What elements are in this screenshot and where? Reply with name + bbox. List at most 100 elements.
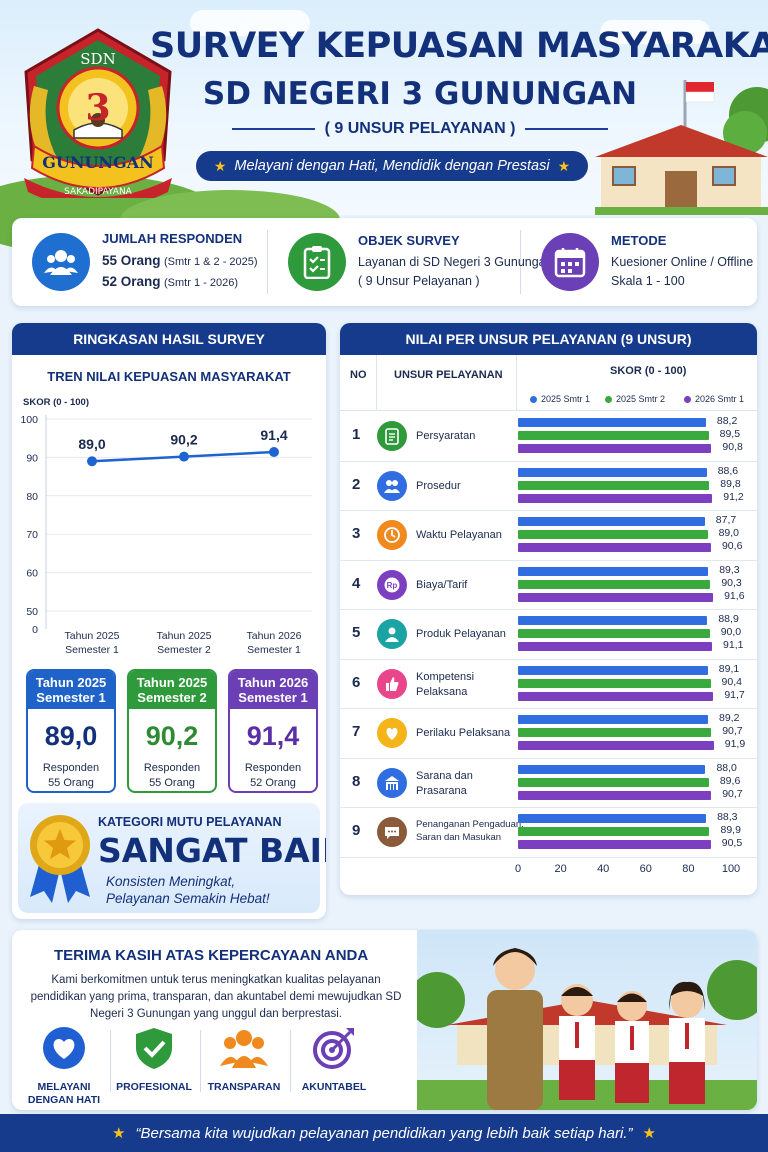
trend-point (179, 451, 189, 462)
bar-2025-smtr-2 (518, 678, 711, 688)
y-tick-label: 100 (20, 414, 38, 426)
bar-value-label: 89,0 (718, 527, 739, 539)
score-card-2026-s1: Tahun 2026 Semester 1 91,4 Responden 52 Or… (228, 669, 318, 793)
category-note: Pelayanan Semakin Hebat! (106, 891, 270, 906)
value-label: MELAYANI (37, 1081, 91, 1093)
table-row: 6 Kompetensi Pelaksana 89,1 90,4 91,7 (340, 660, 757, 709)
y-tick-label: 50 (26, 606, 38, 618)
clock-icon (377, 520, 407, 550)
users-icon (32, 233, 90, 291)
bar-2026-smtr-1 (518, 840, 711, 849)
bar-value-label: 91,9 (724, 738, 746, 750)
table-row: 1 Persyaratan 88,2 89,5 90,8 (340, 412, 757, 462)
trend-chart-title: TREN NILAI KEPUASAN MASYARAKAT (47, 369, 291, 384)
bar-value-label: 90,4 (721, 675, 742, 688)
bar-value-label: 88,3 (717, 811, 738, 823)
y-tick-label: 70 (26, 529, 38, 541)
bar-value-label: 88,9 (718, 613, 739, 625)
score-card-2025-s2: Tahun 2025 Semester 2 90,2 Responden 55 Or… (127, 669, 217, 793)
legend-swatch (605, 395, 612, 403)
bar-value-label: 89,3 (719, 563, 740, 576)
star-icon: ★ (557, 157, 571, 174)
bar-2026-smtr-1 (518, 592, 714, 602)
value-akuntabel: AKUNTABEL (288, 1026, 380, 1094)
unsur-name: Perilaku Pelaksana (416, 726, 510, 741)
bar-value-label: 89,8 (720, 477, 741, 490)
category-value: SANGAT BAIK (98, 831, 326, 870)
card-semester: Semester 1 (36, 690, 106, 705)
info-metode: METODE Kuesioner Online / Offline Skala … (521, 218, 757, 306)
bar-value-label: 88,6 (717, 464, 739, 477)
col-no: NO (350, 369, 367, 381)
bar-value-label: 91,1 (723, 639, 744, 651)
unsur-name: Penanganan Pengaduan, Saran dan Masukan (416, 818, 524, 844)
unsur-name-line: Saran dan Masukan (416, 832, 502, 843)
y-tick-label: 0 (32, 624, 38, 636)
value-label: DENGAN HATI (27, 1094, 101, 1106)
trend-line-chart: SKOR (0 - 100) 0 50 60 70 80 90 100 89,0 90,2 91,4… (20, 397, 312, 656)
row-number: 3 (352, 525, 361, 542)
bar-2025-smtr-1 (518, 715, 708, 724)
bar-value-label: 90,8 (722, 441, 743, 453)
card-period: Tahun 2026 (237, 675, 309, 690)
thank-you-paragraph: Kami berkomitmen untuk terus meningkatka… (30, 974, 402, 1020)
col-unsur: UNSUR PELAYANAN (394, 369, 503, 381)
table-header: NO UNSUR PELAYANAN SKOR (0 - 100) (340, 355, 757, 411)
card-semester: Semester 1 (238, 690, 308, 705)
unsur-name-line: Penanganan Pengaduan, (416, 819, 524, 830)
responden-2025-note: (Smtr 1 & 2 - 2025) (164, 256, 258, 268)
group-icon (220, 1030, 268, 1068)
bar-2025-smtr-2 (518, 728, 712, 737)
legend-swatch (530, 395, 537, 403)
info-heading: JUMLAH RESPONDEN (102, 231, 243, 246)
table-row: 8 Sarana dan Prasarana 88,0 89,6 90,7 (340, 759, 757, 808)
cloud-decoration (190, 10, 310, 36)
building-icon (377, 767, 407, 798)
bar-2025-smtr-2 (518, 827, 710, 836)
bar-2026-smtr-1 (518, 691, 714, 701)
card-period: Tahun 2025 (35, 675, 107, 690)
row-number: 4 (352, 574, 361, 592)
bar-2025-smtr-1 (518, 418, 706, 427)
x-tick-label: Tahun 2025 (157, 630, 212, 642)
score-card-2025-s1: Tahun 2025 Semester 1 89,0 Responden 55 Or… (26, 669, 116, 793)
table-row: 4 Rp Biaya/Tarif 89,3 90,3 91,6 (340, 561, 757, 610)
unsur-name-line: Waktu Pelayanan (416, 529, 502, 541)
bar-value-label: 91,6 (724, 589, 745, 602)
row-number: 1 (352, 426, 361, 443)
bar-value-label: 90,6 (721, 540, 743, 552)
value-label: AKUNTABEL (301, 1081, 367, 1093)
school-building-illustration (595, 80, 768, 215)
bar-2025-smtr-2 (518, 431, 709, 440)
bar-value-label: 87,7 (715, 514, 737, 526)
summary-panel-header: RINGKASAN HASIL SURVEY (12, 323, 326, 355)
unsur-name-line: Produk Pelayanan (416, 628, 506, 640)
clipboard-icon (377, 421, 407, 451)
bar-2025-smtr-2 (518, 777, 709, 787)
logo-text-top: SDN (80, 50, 115, 68)
card-score: 91,4 (246, 721, 300, 751)
table-row: 7 Perilaku Pelaksana 89,2 90,7 91,9 (340, 709, 757, 759)
card-score: 89,0 (44, 721, 98, 751)
category-note: Konsisten Meningkat, (106, 874, 236, 889)
legend-label: 2025 Smtr 1 (541, 394, 591, 404)
unsur-name: Biaya/Tarif (416, 578, 467, 593)
trend-point (269, 447, 279, 458)
trend-value-label: 89,0 (78, 436, 105, 452)
info-heading: METODE (611, 233, 667, 248)
summary-panel: RINGKASAN HASIL SURVEY TREN NILAI KEPUAS… (12, 323, 326, 919)
info-objek: OBJEK SURVEY Layanan di SD Negeri 3 Gunu… (268, 218, 553, 306)
bar-value-label: 90,3 (721, 576, 742, 589)
info-responden: JUMLAH RESPONDEN 55 Orang (Smtr 1 & 2 - … (12, 218, 267, 306)
bar-value-label: 90,5 (721, 837, 743, 849)
unsur-name-line: Biaya/Tarif (416, 578, 468, 591)
legend-item: 2025 Smtr 2 (605, 394, 665, 404)
card-resp-value: 55 Orang (149, 777, 195, 789)
bar-value-label: 89,5 (719, 428, 741, 440)
subtitle: ( 9 UNSUR PELAYANAN ) (232, 120, 609, 138)
metode-line1: Kuesioner Online / Offline (611, 255, 754, 269)
row-number: 5 (352, 624, 361, 641)
bar-value-label: 90,7 (722, 787, 743, 800)
logo-motto: SAKADIPAYANA (64, 187, 133, 197)
category-label: KATEGORI MUTU PELAYANAN (98, 815, 282, 829)
